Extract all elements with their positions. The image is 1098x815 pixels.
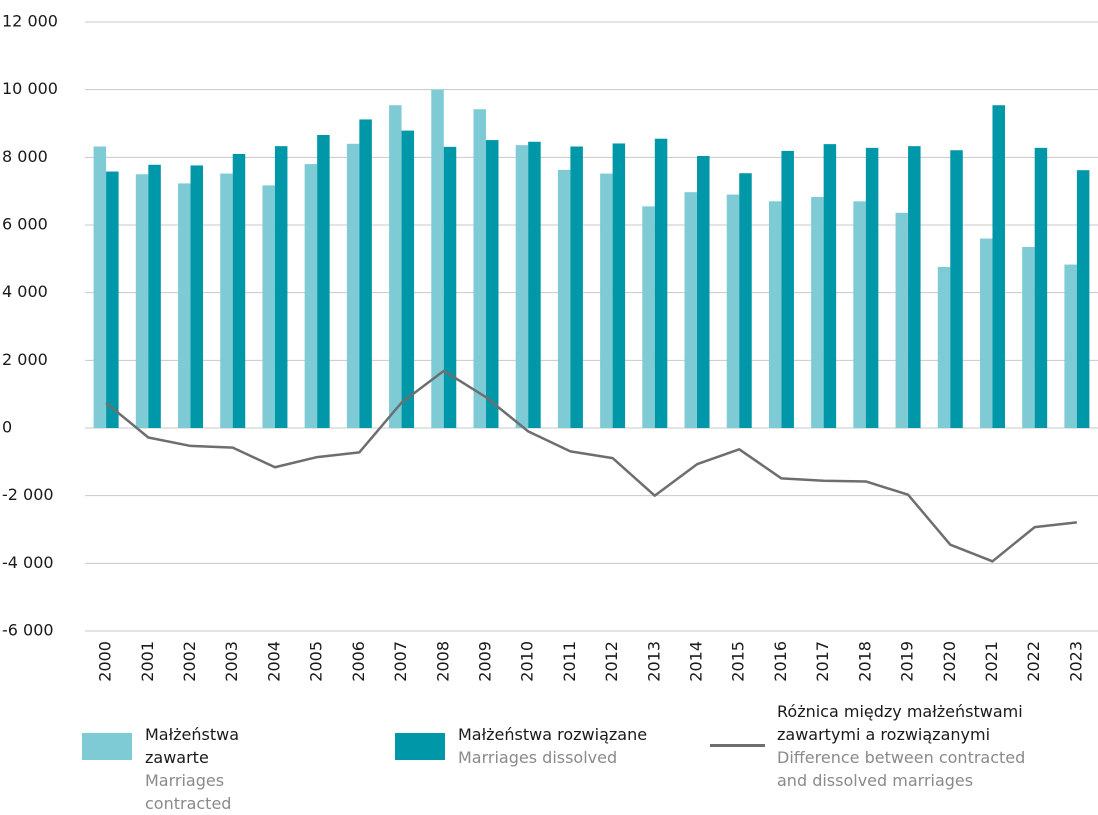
y-tick-label: 6 000 bbox=[2, 215, 48, 234]
bar bbox=[1022, 246, 1035, 428]
line bbox=[105, 369, 1078, 563]
bar bbox=[992, 105, 1005, 428]
x-tick-label: 2018 bbox=[855, 641, 874, 682]
bar bbox=[811, 196, 824, 428]
bar bbox=[908, 146, 921, 428]
x-tick-label: 2016 bbox=[771, 641, 790, 682]
bar bbox=[178, 183, 191, 428]
bar bbox=[106, 171, 119, 428]
bar bbox=[443, 146, 457, 428]
page: -6 000 -4 000 -2 000 0 2 000 4 000 6 000 8 000 1… bbox=[2, 11, 1098, 813]
x-tick-label: 2002 bbox=[180, 641, 199, 682]
bar bbox=[431, 89, 444, 429]
bar bbox=[262, 185, 275, 428]
x-tick-label: 2008 bbox=[433, 641, 452, 682]
x-tick-label: 2014 bbox=[687, 641, 706, 682]
legend-label: Małżeństwa zawarte bbox=[145, 725, 240, 767]
x-tick-label: 2023 bbox=[1066, 641, 1085, 682]
bar bbox=[726, 194, 740, 428]
y-tick-label: -6 000 bbox=[2, 621, 54, 640]
legend-swatch bbox=[395, 733, 445, 760]
bar bbox=[232, 153, 246, 428]
y-tick-label: -4 000 bbox=[2, 553, 54, 572]
bar bbox=[557, 169, 571, 428]
bar bbox=[642, 206, 655, 428]
y-tick-label: 2 000 bbox=[2, 350, 48, 369]
bar bbox=[135, 174, 149, 428]
x-tick-label: 2011 bbox=[560, 641, 579, 682]
x-tick-label: 2019 bbox=[898, 641, 917, 682]
y-tick-label: 0 bbox=[2, 418, 12, 437]
bar bbox=[823, 144, 837, 428]
bar bbox=[684, 192, 698, 428]
x-tick-label: 2001 bbox=[138, 641, 157, 682]
x-tick-label: 2005 bbox=[307, 641, 326, 682]
bar bbox=[1076, 170, 1090, 428]
chart: -6 000 -4 000 -2 000 0 2 000 4 000 6 000 8 000 1… bbox=[2, 12, 1098, 682]
bar bbox=[950, 150, 963, 428]
bar bbox=[1064, 264, 1077, 428]
bar bbox=[600, 173, 613, 428]
legend-label: Marriages dissolved bbox=[458, 748, 618, 767]
bar bbox=[739, 173, 752, 428]
legend-entry: Małżeństwa zawarte Marriages contracted bbox=[145, 723, 295, 815]
bar bbox=[220, 173, 233, 428]
y-tick-label: 4 000 bbox=[2, 282, 48, 301]
x-tick-label: 2020 bbox=[940, 641, 959, 682]
bar bbox=[570, 146, 583, 429]
legend-label: Małżeństwa rozwiązane bbox=[458, 725, 648, 744]
x-tick-label: 2021 bbox=[982, 641, 1001, 682]
bar bbox=[865, 147, 879, 429]
x-tick-label: 2006 bbox=[349, 641, 368, 682]
x-tick-label: 2012 bbox=[602, 641, 621, 682]
bar bbox=[485, 140, 499, 428]
legend-label: Różnica między małżeństwami zawartymi a … bbox=[777, 702, 1023, 744]
bar bbox=[895, 212, 909, 428]
legend-label: Difference between contracted and dissol… bbox=[777, 748, 1026, 790]
legend-swatch bbox=[82, 733, 132, 760]
bar bbox=[304, 164, 318, 428]
bar bbox=[389, 105, 402, 428]
bar bbox=[359, 119, 372, 428]
bar bbox=[1034, 147, 1048, 429]
bar bbox=[528, 141, 541, 428]
x-tick-label: 2015 bbox=[729, 641, 748, 682]
y-tick-label: -2 000 bbox=[2, 485, 54, 504]
bar bbox=[853, 201, 866, 428]
x-tick-label: 2017 bbox=[813, 641, 832, 682]
bar bbox=[612, 143, 626, 428]
bar bbox=[768, 201, 782, 428]
legend-entry: Różnica między małżeństwami zawartymi a … bbox=[777, 700, 1042, 792]
bar bbox=[697, 155, 710, 429]
bar bbox=[401, 130, 415, 429]
x-tick-label: 2004 bbox=[264, 641, 283, 682]
x-tick-label: 2013 bbox=[644, 641, 663, 682]
legend-label: Marriages contracted bbox=[145, 771, 232, 813]
bar bbox=[346, 143, 360, 429]
x-tick-label: 2010 bbox=[518, 641, 537, 682]
x-tick-label: 2003 bbox=[222, 641, 241, 682]
y-tick-label: 8 000 bbox=[2, 147, 48, 166]
y-tick-label: 10 000 bbox=[2, 79, 58, 98]
bar bbox=[979, 238, 993, 428]
x-tick-label: 2000 bbox=[96, 641, 115, 682]
bar bbox=[781, 150, 794, 428]
legend-swatch bbox=[710, 744, 765, 747]
legend-entry: Małżeństwa rozwiązane Marriages dissolved bbox=[458, 723, 658, 769]
x-tick-label: 2009 bbox=[475, 641, 494, 682]
bar bbox=[93, 146, 107, 429]
x-tick-label: 2022 bbox=[1024, 641, 1043, 682]
bar bbox=[515, 145, 529, 429]
bar bbox=[148, 164, 161, 428]
y-tick-label: 12 000 bbox=[2, 12, 58, 31]
bar bbox=[473, 109, 486, 428]
bar bbox=[190, 165, 204, 428]
bar bbox=[274, 146, 288, 428]
bar bbox=[937, 266, 951, 428]
x-tick-label: 2007 bbox=[391, 641, 410, 682]
bar bbox=[654, 138, 668, 428]
bar bbox=[317, 135, 330, 428]
